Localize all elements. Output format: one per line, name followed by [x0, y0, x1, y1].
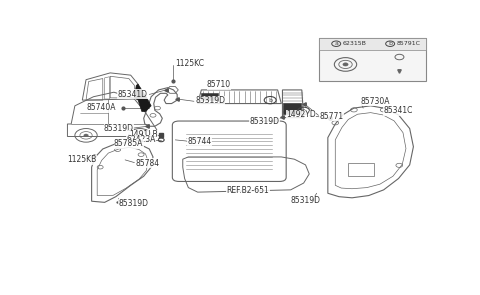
Text: a: a [334, 41, 338, 46]
Text: 85319D: 85319D [250, 117, 280, 126]
Text: 85771: 85771 [320, 112, 344, 121]
Text: REF.B2-651: REF.B2-651 [227, 186, 269, 195]
Text: 85319D: 85319D [119, 199, 149, 208]
Circle shape [343, 63, 348, 66]
FancyBboxPatch shape [319, 38, 426, 81]
Circle shape [138, 134, 142, 137]
Text: 85784: 85784 [135, 158, 159, 168]
Text: 1125KB: 1125KB [67, 155, 96, 164]
Text: a: a [302, 108, 306, 113]
Polygon shape [283, 103, 301, 114]
Polygon shape [202, 93, 218, 100]
Text: 85710: 85710 [207, 81, 231, 89]
Text: 62315B: 62315B [343, 41, 366, 46]
FancyBboxPatch shape [319, 38, 426, 50]
Text: 1491LB: 1491LB [129, 130, 157, 140]
Text: 62423A: 62423A [126, 135, 156, 144]
Text: 85744: 85744 [188, 137, 212, 146]
Circle shape [84, 134, 88, 137]
Text: b: b [268, 98, 272, 103]
Polygon shape [134, 84, 151, 112]
Text: 85319D: 85319D [290, 196, 321, 205]
Text: 85785A: 85785A [114, 140, 144, 148]
Text: 85319D: 85319D [195, 96, 225, 105]
Text: 85341C: 85341C [384, 106, 413, 115]
Text: b: b [388, 41, 392, 46]
Text: 85730A: 85730A [360, 97, 390, 106]
Text: 85791C: 85791C [396, 41, 420, 46]
Text: 85341D: 85341D [118, 89, 148, 99]
Text: 1492YD: 1492YD [286, 110, 316, 119]
Text: 85740A: 85740A [86, 103, 116, 112]
Text: 85319D: 85319D [104, 124, 134, 133]
Text: 1125KC: 1125KC [175, 59, 204, 68]
